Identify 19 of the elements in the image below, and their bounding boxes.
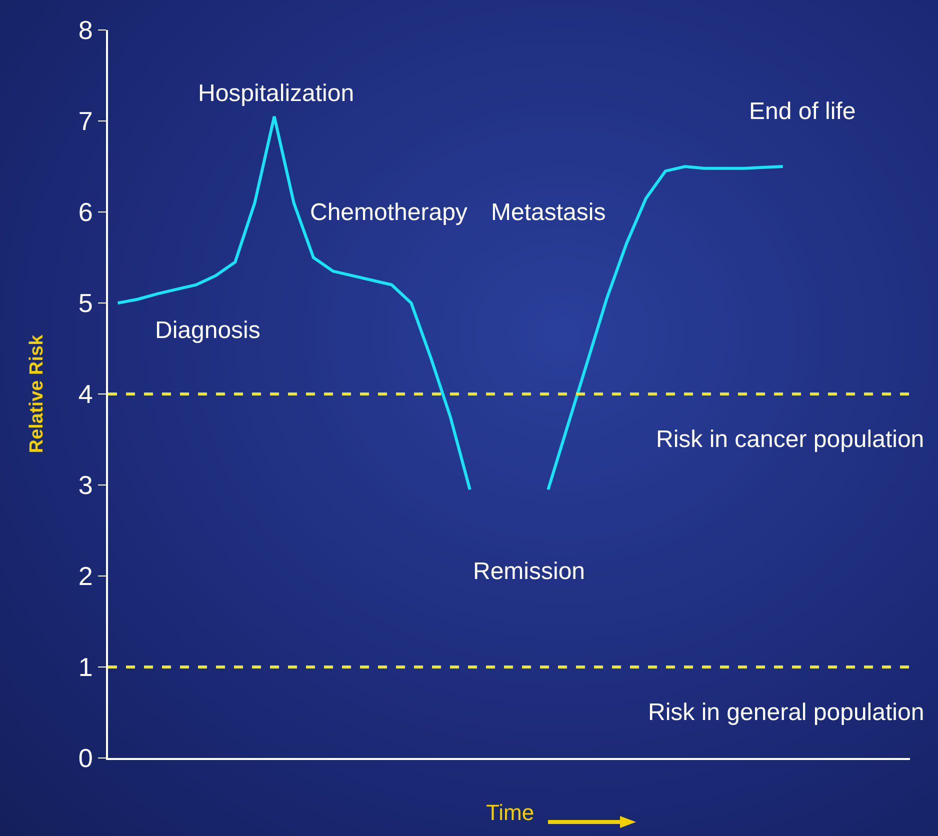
y-tick-label: 7 [78,106,93,136]
y-tick-label: 0 [78,743,93,774]
y-tick-label: 4 [78,379,93,410]
annotation: Remission [473,558,586,585]
y-tick-label: 2 [78,561,93,592]
x-axis-title: Time [486,800,534,825]
annotation: Hospitalization [198,80,354,107]
annotation: Diagnosis [155,317,260,344]
y-tick-label: 8 [78,15,93,46]
y-tick-label: 1 [78,652,93,682]
y-tick-label: 3 [78,470,93,500]
y-tick-label: 6 [78,197,93,228]
y-tick-label: 5 [78,288,93,318]
annotation: Metastasis [491,199,606,226]
y-axis-title: Relative Risk [26,334,48,454]
ref-line-label: Risk in general population [648,699,924,726]
annotation: End of life [749,98,856,125]
annotation: Chemotherapy [310,199,468,226]
ref-line-label: Risk in cancer population [656,426,924,453]
